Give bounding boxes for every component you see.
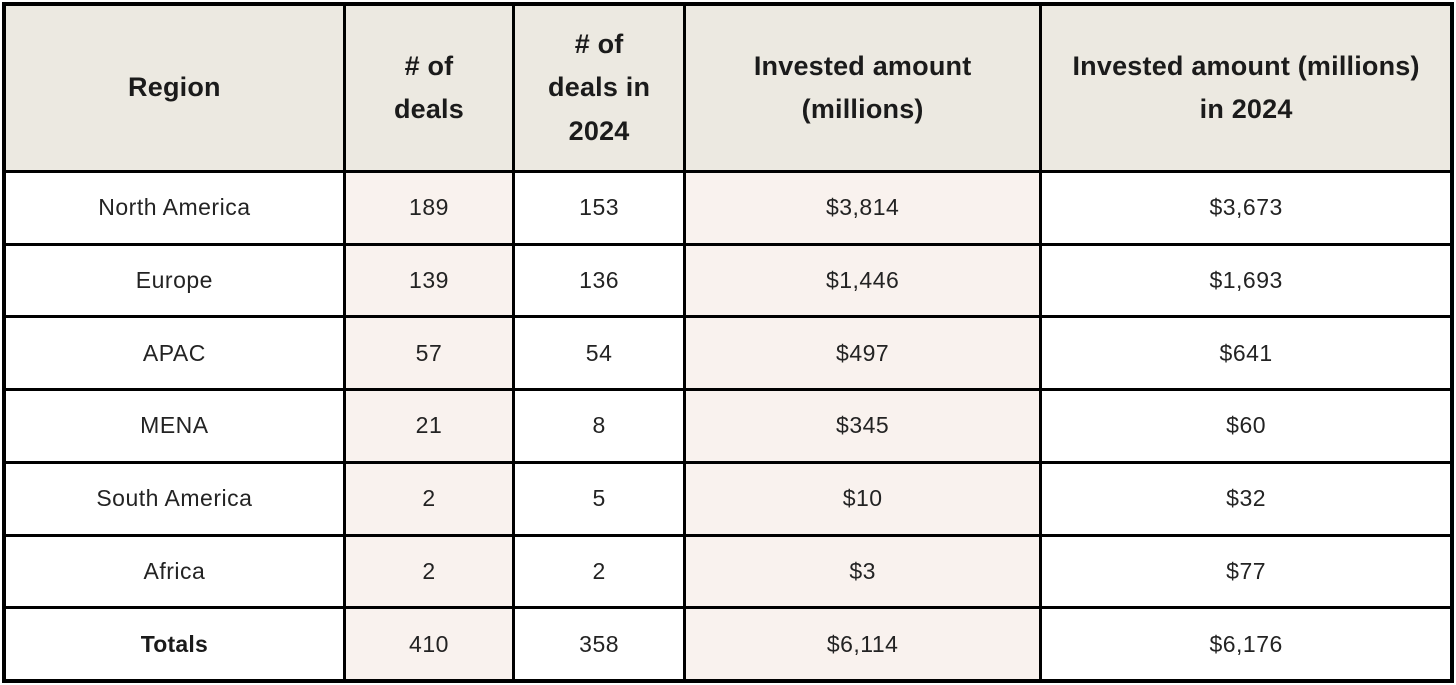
column-header-deals-2024: # of deals in 2024: [512, 2, 687, 173]
cell-deals: 57: [342, 315, 516, 392]
table-row-north-america: North America 189 153 $3,814 $3,673: [2, 170, 1454, 246]
cell-deals: 2: [342, 460, 516, 537]
cell-region: MENA: [2, 388, 346, 464]
column-header-deals: # of deals: [342, 2, 516, 173]
table-row-africa: Africa 2 2 $3 $77: [2, 533, 1454, 610]
cell-deals-2024: 8: [512, 388, 687, 464]
column-header-invested-2024: Invested amount (millions) in 2024: [1039, 2, 1454, 173]
cell-invested: $1,446: [683, 242, 1043, 319]
cell-deals: 21: [342, 388, 516, 464]
cell-invested: $10: [683, 460, 1043, 537]
cell-invested-2024: $3,673: [1039, 170, 1454, 246]
cell-deals-2024: 153: [512, 170, 687, 246]
cell-deals-total: 410: [342, 606, 516, 683]
cell-deals: 139: [342, 242, 516, 319]
cell-region: APAC: [2, 315, 346, 392]
cell-invested: $3: [683, 533, 1043, 610]
cell-invested-2024: $77: [1039, 533, 1454, 610]
cell-deals-2024: 136: [512, 242, 687, 319]
cell-region: North America: [2, 170, 346, 246]
cell-invested-2024-total: $6,176: [1039, 606, 1454, 683]
cell-deals: 189: [342, 170, 516, 246]
table-row-totals: Totals 410 358 $6,114 $6,176: [2, 606, 1454, 683]
cell-region: Africa: [2, 533, 346, 610]
cell-deals-2024: 5: [512, 460, 687, 537]
cell-deals: 2: [342, 533, 516, 610]
cell-invested-2024: $32: [1039, 460, 1454, 537]
column-header-region: Region: [2, 2, 346, 173]
header-row: Region # of deals # of deals in 2024 Inv…: [2, 2, 1454, 173]
cell-invested: $345: [683, 388, 1043, 464]
cell-invested: $497: [683, 315, 1043, 392]
table-row-apac: APAC 57 54 $497 $641: [2, 315, 1454, 392]
column-header-invested: Invested amount (millions): [683, 2, 1043, 173]
table-row-europe: Europe 139 136 $1,446 $1,693: [2, 242, 1454, 319]
cell-deals-2024: 2: [512, 533, 687, 610]
cell-invested-total: $6,114: [683, 606, 1043, 683]
table-row-mena: MENA 21 8 $345 $60: [2, 388, 1454, 464]
cell-region: South America: [2, 460, 346, 537]
table-row-south-america: South America 2 5 $10 $32: [2, 460, 1454, 537]
cell-invested-2024: $60: [1039, 388, 1454, 464]
cell-invested: $3,814: [683, 170, 1043, 246]
cell-invested-2024: $641: [1039, 315, 1454, 392]
cell-totals-label: Totals: [2, 606, 346, 683]
cell-deals-2024: 54: [512, 315, 687, 392]
cell-deals-2024-total: 358: [512, 606, 687, 683]
cell-region: Europe: [2, 242, 346, 319]
cell-invested-2024: $1,693: [1039, 242, 1454, 319]
